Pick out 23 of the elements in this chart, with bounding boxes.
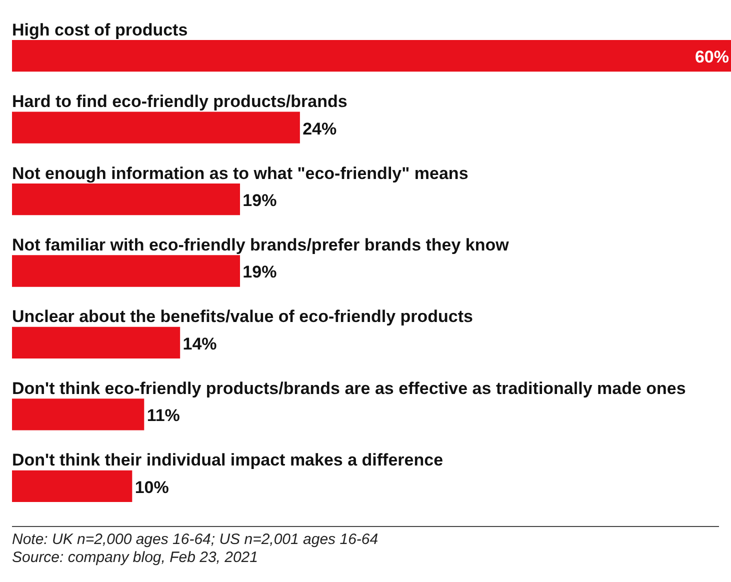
data-label: 60% — [694, 48, 729, 67]
y-tick-label: High cost of products — [12, 20, 188, 40]
y-tick-label: Don't think their individual impact makes a difference — [12, 450, 444, 470]
text: Note: UK n=2,000 ages 16-64; US n=2,001 ages 16-64 — [12, 531, 380, 549]
source-note: Source: company blog, Feb 23, 2021 — [12, 549, 259, 567]
data-label: 19% — [242, 262, 277, 282]
bar — [12, 112, 300, 144]
bar — [12, 470, 132, 502]
data-label: 24% — [302, 119, 337, 138]
y-tick-label: Don't think eco-friendly products/brands are as effective as traditionally made ones — [12, 378, 686, 398]
data-label: 19% — [242, 190, 277, 210]
bar — [12, 398, 144, 430]
y-tick-label: Unclear about the benefits/value of eco-friendly products — [12, 307, 473, 326]
bar — [12, 183, 240, 216]
y-tick-label: Hard to find eco-friendly products/brands — [12, 92, 348, 112]
data-label: 10% — [134, 478, 169, 497]
data-label: 11% — [146, 406, 180, 426]
bar — [12, 326, 180, 359]
bar — [12, 40, 731, 72]
bar — [12, 255, 240, 287]
y-tick-label: Not enough information as to what "eco-friendly" means — [12, 164, 468, 183]
data-label: 14% — [182, 334, 217, 354]
y-tick-label: Not familiar with eco-friendly brands/prefer brands they know — [12, 236, 510, 254]
